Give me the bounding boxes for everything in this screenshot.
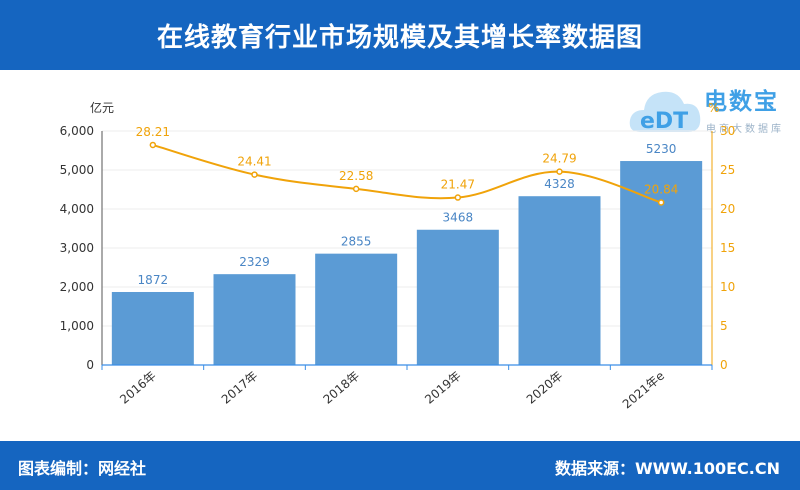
watermark-sub: 电商大数据库: [706, 124, 784, 135]
bar-value-label: 5230: [646, 142, 677, 156]
growth-rate-line: [152, 144, 662, 204]
line-point: [556, 168, 563, 175]
bar: [213, 274, 296, 365]
footer-source: 数据来源：WWW.100EC.CN: [554, 459, 780, 478]
y-left-tick-label: 6,000: [60, 124, 94, 138]
y-left-tick-label: 1,000: [60, 319, 94, 333]
x-tick-label: 2017年: [219, 369, 261, 407]
y-right-axis-title: %: [708, 101, 719, 115]
bar-value-label: 4328: [544, 177, 575, 191]
line-value-label: 21.47: [441, 178, 475, 192]
bar-value-label: 3468: [443, 211, 474, 225]
x-tick-label: 2019年: [422, 369, 464, 407]
line-value-label: 24.79: [542, 152, 576, 166]
y-left-tick-label: 3,000: [60, 241, 94, 255]
y-right-tick-label: 30: [720, 124, 735, 138]
bar: [518, 196, 601, 365]
header-banner: 在线教育行业市场规模及其增长率数据图: [0, 0, 800, 70]
bar: [315, 253, 398, 365]
watermark-brand: 电数宝: [704, 89, 779, 115]
y-right-tick-label: 25: [720, 163, 735, 177]
bar-value-label: 2855: [341, 235, 372, 249]
page-title: 在线教育行业市场规模及其增长率数据图: [156, 22, 643, 53]
bar-value-label: 1872: [138, 273, 169, 287]
bar: [620, 161, 703, 365]
y-left-tick-label: 5,000: [60, 163, 94, 177]
y-right-tick-label: 0: [720, 358, 728, 372]
line-value-label: 28.21: [136, 125, 170, 139]
y-left-tick-label: 0: [86, 358, 94, 372]
watermark: eDT 电数宝 电商大数据库: [628, 76, 788, 146]
x-tick-label: 2021年e: [620, 369, 667, 412]
y-left-tick-label: 2,000: [60, 280, 94, 294]
y-right-tick-label: 5: [720, 319, 728, 333]
y-right-tick-label: 20: [720, 202, 735, 216]
x-tick-label: 2020年: [524, 369, 566, 407]
bar: [416, 229, 499, 365]
footer-credit: 图表编制：网经社: [18, 459, 147, 478]
line-value-label: 24.41: [237, 155, 271, 169]
svg-text:eDT: eDT: [640, 109, 688, 134]
x-tick-label: 2016年: [117, 369, 159, 407]
line-value-label: 20.84: [644, 182, 678, 196]
y-right-tick-label: 10: [720, 280, 735, 294]
line-point: [149, 141, 157, 149]
line-point: [251, 171, 258, 178]
cloud-logo-icon: eDT: [629, 91, 701, 134]
bar: [111, 291, 194, 365]
x-tick-label: 2018年: [321, 369, 363, 407]
y-left-tick-label: 4,000: [60, 202, 94, 216]
footer-banner: 图表编制：网经社 数据来源：WWW.100EC.CN: [0, 441, 800, 490]
line-point: [657, 199, 665, 206]
line-value-label: 22.58: [339, 169, 373, 183]
bar-value-label: 2329: [239, 255, 270, 269]
line-point: [352, 185, 360, 193]
y-right-tick-label: 15: [720, 241, 735, 255]
line-point: [454, 194, 462, 201]
y-left-axis-title: 亿元: [90, 100, 114, 115]
